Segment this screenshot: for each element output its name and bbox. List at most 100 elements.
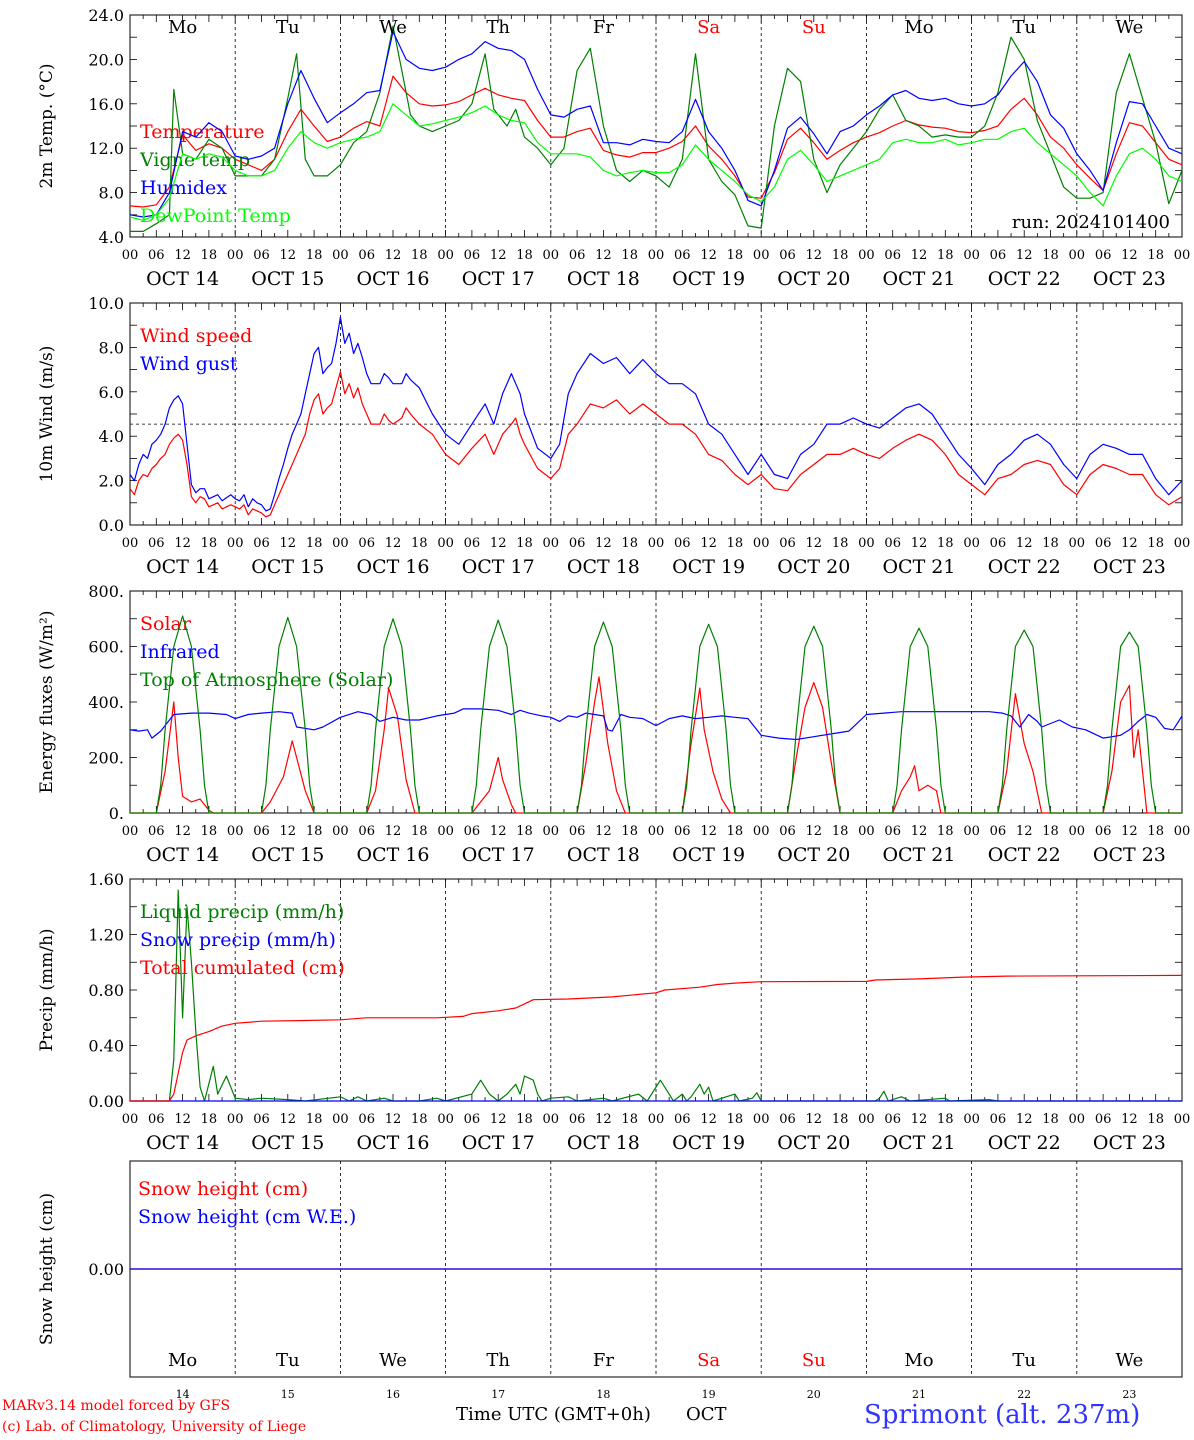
energy-date-label: OCT 18 (567, 844, 640, 866)
energy-series-2 (130, 615, 1182, 814)
precip-hour-label: 00 (122, 1112, 139, 1127)
energy-hour-label: 12 (174, 824, 191, 839)
weekday-label-bottom: We (379, 1350, 407, 1371)
precip-ytick-label: 1.60 (88, 870, 124, 889)
wind-ytick-label: 0.0 (99, 516, 124, 535)
station-name: Sprimont (alt. 237m) (864, 1400, 1141, 1430)
precip-hour-label: 12 (806, 1112, 823, 1127)
temperature-hour-label: 18 (727, 248, 744, 263)
precip-hour-label: 00 (227, 1112, 244, 1127)
wind-hour-label: 00 (858, 536, 875, 551)
day-number: 17 (491, 1388, 505, 1401)
wind-hour-label: 00 (122, 536, 139, 551)
energy-hour-label: 18 (832, 824, 849, 839)
wind-legend-0: Wind speed (140, 325, 252, 347)
precip-hour-label: 12 (595, 1112, 612, 1127)
wind-hour-label: 00 (543, 536, 560, 551)
precip-date-label: OCT 15 (251, 1132, 324, 1154)
precip-hour-label: 00 (648, 1112, 665, 1127)
weekday-label-top: Mo (168, 17, 197, 38)
energy-date-label: OCT 22 (988, 844, 1061, 866)
precip-date-label: OCT 23 (1093, 1132, 1166, 1154)
temperature-hour-label: 12 (1016, 248, 1033, 263)
energy-ytick-label: 400. (88, 693, 124, 712)
precip-hour-label: 18 (832, 1112, 849, 1127)
wind-hour-label: 06 (148, 536, 165, 551)
temperature-hour-label: 00 (122, 248, 139, 263)
wind-legend-1: Wind gust (140, 353, 238, 375)
precip-date-label: OCT 19 (672, 1132, 745, 1154)
energy-hour-label: 12 (1016, 824, 1033, 839)
wind-hour-label: 06 (884, 536, 901, 551)
day-number: 15 (281, 1388, 295, 1401)
precip-hour-label: 18 (201, 1112, 218, 1127)
temperature-hour-label: 18 (516, 248, 533, 263)
wind-date-label: OCT 23 (1093, 556, 1166, 578)
energy-series-1 (129, 708, 1183, 741)
temperature-ytick-label: 20.0 (88, 50, 124, 69)
temperature-date-label: OCT 15 (251, 268, 324, 290)
energy-hour-label: 06 (674, 824, 691, 839)
wind-hour-label: 06 (779, 536, 796, 551)
precip-legend-0: Liquid precip (mm/h) (140, 901, 344, 923)
precip-hour-label: 12 (280, 1112, 297, 1127)
temperature-legend-0: Temperature (140, 121, 264, 143)
temperature-hour-label: 00 (648, 248, 665, 263)
weekday-label-top: Tu (1012, 17, 1036, 38)
energy-date-label: OCT 23 (1093, 844, 1166, 866)
precip-hour-label: 18 (1147, 1112, 1164, 1127)
wind-hour-label: 18 (201, 536, 218, 551)
wind-hour-label: 12 (280, 536, 297, 551)
wind-date-label: OCT 16 (356, 556, 429, 578)
temperature-hour-label: 06 (148, 248, 165, 263)
temperature-date-label: OCT 18 (567, 268, 640, 290)
precip-hour-label: 18 (411, 1112, 428, 1127)
energy-hour-label: 18 (411, 824, 428, 839)
energy-hour-label: 00 (1069, 824, 1086, 839)
snow-ytick-label: 0.00 (88, 1260, 124, 1279)
energy-legend-2: Top of Atmosphere (Solar) (140, 669, 393, 691)
temperature-ytick-label: 16.0 (88, 95, 124, 114)
wind-date-label: OCT 14 (146, 556, 219, 578)
temperature-hour-label: 18 (937, 248, 954, 263)
energy-hour-label: 00 (963, 824, 980, 839)
temperature-date-label: OCT 22 (988, 268, 1061, 290)
wind-date-label: OCT 21 (882, 556, 955, 578)
energy-date-label: OCT 15 (251, 844, 324, 866)
wind-hour-label: 12 (1121, 536, 1138, 551)
precip-hour-label: 00 (1174, 1112, 1191, 1127)
wind-hour-label: 06 (990, 536, 1007, 551)
temperature-hour-label: 12 (490, 248, 507, 263)
wind-hour-label: 18 (727, 536, 744, 551)
weekday-label-top: Fr (593, 17, 614, 38)
weekday-label-bottom: We (1116, 1350, 1144, 1371)
precip-hour-label: 18 (1042, 1112, 1059, 1127)
energy-legend-0: Solar (140, 613, 192, 635)
precip-hour-label: 00 (1069, 1112, 1086, 1127)
precip-date-label: OCT 16 (356, 1132, 429, 1154)
wind-hour-label: 18 (621, 536, 638, 551)
energy-hour-label: 06 (464, 824, 481, 839)
weekday-label-bottom: Mo (904, 1350, 933, 1371)
snow-ylabel: Snow height (cm) (37, 1193, 57, 1345)
precip-date-label: OCT 17 (462, 1132, 535, 1154)
temperature-hour-label: 12 (700, 248, 717, 263)
precip-hour-label: 12 (385, 1112, 402, 1127)
weekday-label-bottom: Su (802, 1350, 826, 1371)
wind-hour-label: 00 (648, 536, 665, 551)
temperature-hour-label: 12 (595, 248, 612, 263)
precip-legend-2: Total cumulated (cm) (140, 957, 345, 979)
temperature-hour-label: 18 (621, 248, 638, 263)
precip-series-0 (130, 889, 1182, 1102)
wind-hour-label: 12 (490, 536, 507, 551)
wind-hour-label: 06 (358, 536, 375, 551)
temperature-series-0 (129, 75, 1183, 208)
wind-date-label: OCT 19 (672, 556, 745, 578)
weekday-label-top: Su (802, 17, 826, 38)
energy-hour-label: 18 (937, 824, 954, 839)
temperature-hour-label: 00 (963, 248, 980, 263)
temperature-date-label: OCT 20 (777, 268, 850, 290)
temperature-hour-label: 12 (911, 248, 928, 263)
energy-hour-label: 00 (648, 824, 665, 839)
wind-hour-label: 12 (806, 536, 823, 551)
